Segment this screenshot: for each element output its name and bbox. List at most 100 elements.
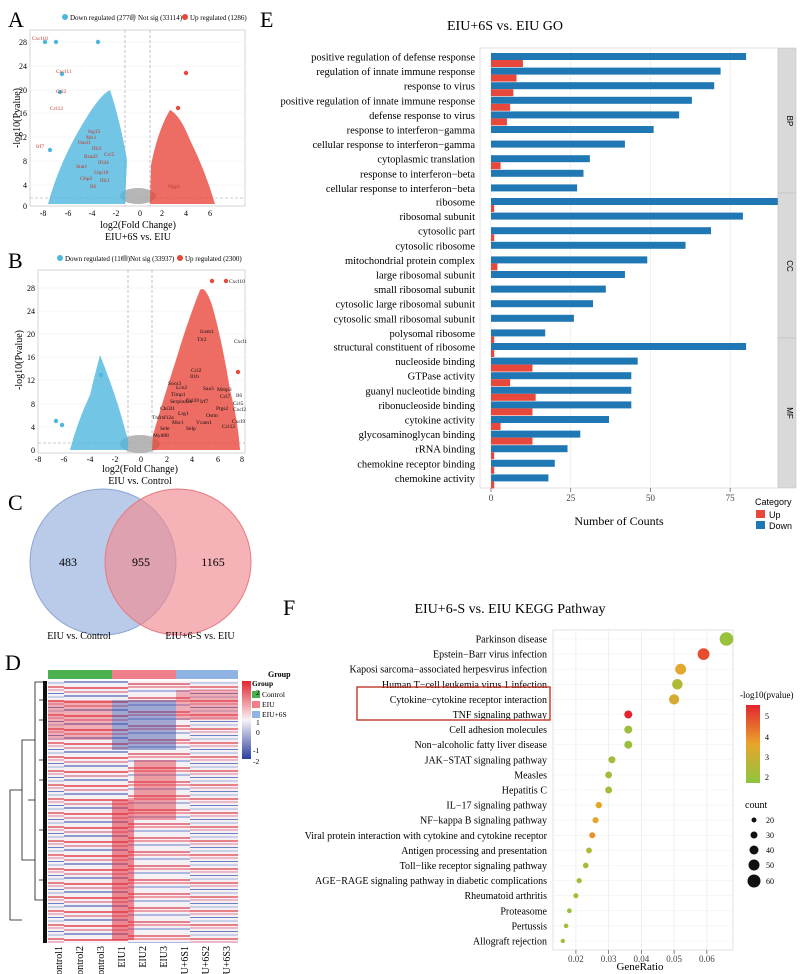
- kegg-pathway-label: Human T−cell leukemia virus 1 infection: [382, 680, 547, 691]
- venn-right-count: 1165: [201, 555, 225, 569]
- size-key-dot: [749, 845, 759, 855]
- column-label: control1: [54, 946, 65, 974]
- legend-a-up: Up regulated (1286): [190, 14, 247, 22]
- gene-label: Saa3: [203, 386, 214, 392]
- go-bar-up: [491, 234, 495, 242]
- size-key-dot: [750, 831, 758, 839]
- go-category-label: positive regulation of defense response: [311, 53, 475, 64]
- panel-f: F EIU+6-S vs. EIU KEGG Pathway Parkinson…: [283, 595, 793, 973]
- gene-label: Usp18: [94, 170, 109, 176]
- go-category-label: small ribosomal subunit: [374, 285, 475, 296]
- outlier-point: [57, 89, 63, 95]
- y-tick: 20: [19, 86, 27, 95]
- kegg-dot: [605, 786, 613, 794]
- scale-tick: 0: [256, 728, 260, 737]
- kegg-pathway-label: Antigen processing and presentation: [401, 846, 547, 857]
- y-tick: 12: [19, 133, 27, 142]
- kegg-dot: [675, 663, 687, 675]
- legend-b-up: Up regulated (2300): [185, 255, 242, 263]
- go-title: EIU+6S vs. EIU GO: [447, 19, 563, 34]
- x-tick: 4: [190, 455, 194, 464]
- gene-label: Icam1: [200, 329, 214, 335]
- y-tick: 4: [23, 181, 27, 190]
- kegg-pathway-label: Cytokine−cytokine receptor interaction: [390, 695, 547, 706]
- x-tick: 2: [165, 455, 169, 464]
- x-tick: 0: [139, 455, 143, 464]
- scale-tick: 2: [256, 688, 260, 697]
- go-bar-down: [491, 314, 574, 322]
- column-label: EIU2: [138, 946, 149, 968]
- go-category-label: cytosolic part: [418, 227, 475, 238]
- y-tick: 8: [31, 400, 35, 409]
- legend-item: EIU: [262, 700, 275, 709]
- y-tick: 0: [31, 446, 35, 455]
- go-bar-up: [491, 118, 507, 126]
- gene-label: Osmr: [206, 413, 218, 419]
- x-tick: -8: [40, 209, 47, 218]
- gene-label: Rsad2: [84, 154, 98, 160]
- go-legend-title: Category: [755, 497, 792, 507]
- go-bar-up: [491, 263, 498, 271]
- kegg-x-tick-label: 0.02: [568, 954, 584, 964]
- scale-tick: 1: [256, 718, 260, 727]
- kegg-pathway-label: JAK−STAT signaling pathway: [425, 755, 547, 766]
- down-point-cloud: [48, 90, 127, 204]
- go-x-tick-label: 0: [489, 493, 494, 503]
- kegg-pathway-label: Toll−like receptor signaling pathway: [400, 861, 547, 872]
- outlier-point: [235, 369, 241, 375]
- heatmap-body: [48, 681, 238, 943]
- gene-label: Cxcl2: [233, 407, 246, 413]
- column-label: EIU3: [159, 946, 170, 968]
- kegg-pathway-label: NF−kappa B signaling pathway: [420, 816, 547, 827]
- go-bar-down: [491, 67, 721, 75]
- venn-right-circle: [104, 488, 252, 636]
- x-tick: 2: [160, 209, 164, 218]
- panel-b: B Down regulated (1168) Not sig (33937) …: [8, 248, 247, 487]
- kegg-pathway-label: TNF signaling pathway: [453, 710, 547, 721]
- go-x-ticks: 0 25 50 75: [489, 488, 735, 503]
- gene-label: Cxcl10: [32, 36, 48, 42]
- go-bar-up: [491, 162, 501, 170]
- go-bar-up: [491, 393, 536, 401]
- y-tick: 0: [23, 202, 27, 211]
- volcano-b-labels: Cxcl10 Icam1 Tlr2 Cxcl1 Ccl2 Mmp3 Il6 Cc…: [152, 279, 247, 439]
- gene-label: Myd88: [153, 433, 169, 439]
- heatmap-scale-ticks: 2 1 0 -1 -2: [253, 688, 260, 766]
- go-bar-down: [491, 140, 625, 148]
- panel-letter-f: F: [283, 595, 295, 620]
- kegg-dot: [573, 893, 579, 899]
- go-category-label: nucleoside binding: [395, 357, 475, 368]
- outlier-point: [59, 71, 65, 77]
- legend-item: EIU+6S: [262, 710, 287, 719]
- go-bar-down: [491, 343, 747, 350]
- go-category-label: cellular response to interferon−gamma: [313, 140, 476, 151]
- size-key-dot: [751, 817, 757, 823]
- go-category-label: polysomal ribosome: [390, 329, 476, 340]
- go-x-tick-label: 50: [646, 493, 656, 503]
- go-category-label: rRNA binding: [415, 445, 476, 456]
- volcano-a-yticks: 0 4 8 12 16 20 24 28: [19, 38, 27, 211]
- kegg-pathway-label: Rheumatoid arthritis: [465, 891, 548, 902]
- gene-label: Ccl7: [220, 394, 231, 400]
- x-tick: -4: [87, 455, 94, 464]
- y-tick: 24: [27, 307, 35, 316]
- legend-swatch-eiu6s: [252, 711, 260, 718]
- go-legend-down-swatch: [756, 521, 765, 529]
- gene-label: Ccl2: [56, 89, 67, 95]
- panel-c: C 483 955 1165 EIU vs. Control EIU+6-S v…: [8, 488, 252, 642]
- volcano-b-points: [53, 278, 241, 453]
- kegg-color-tick: 5: [765, 712, 769, 721]
- gene-label: Socs3: [168, 381, 181, 387]
- kegg-x-tick-label: 0.06: [699, 954, 715, 964]
- go-bar-up: [491, 379, 511, 387]
- outlier-point: [95, 39, 101, 45]
- go-category-label: cytosolic large ribosomal subunit: [336, 300, 476, 311]
- gene-label: Ccl5: [233, 401, 244, 407]
- group-bar-eiu: [112, 670, 176, 679]
- go-bar-down: [491, 241, 686, 249]
- legend-a-down-dot: [62, 14, 68, 20]
- gene-label: Cxcl1: [234, 339, 247, 345]
- panel-letter-c: C: [8, 490, 23, 515]
- go-bar-down: [491, 445, 568, 453]
- go-facet-strips: BP CC MF: [777, 47, 797, 489]
